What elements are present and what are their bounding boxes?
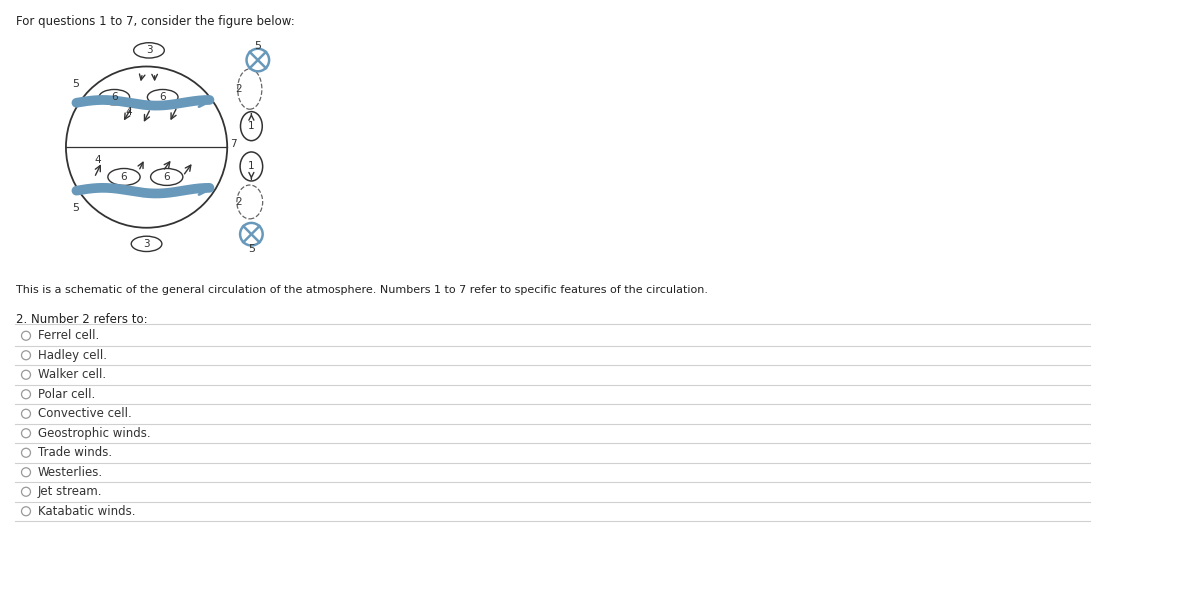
- Text: 2. Number 2 refers to:: 2. Number 2 refers to:: [16, 313, 148, 326]
- Text: Ferrel cell.: Ferrel cell.: [38, 329, 100, 342]
- Text: 2: 2: [235, 197, 241, 207]
- Text: Westerlies.: Westerlies.: [38, 466, 103, 479]
- Text: 5: 5: [72, 79, 79, 89]
- Text: 5: 5: [254, 40, 262, 50]
- Text: This is a schematic of the general circulation of the atmosphere. Numbers 1 to 7: This is a schematic of the general circu…: [16, 285, 708, 295]
- Text: 6: 6: [160, 92, 166, 102]
- Text: 6: 6: [121, 172, 127, 182]
- Text: 5: 5: [248, 244, 254, 254]
- Text: 4: 4: [126, 107, 132, 116]
- Text: 3: 3: [143, 239, 150, 249]
- Text: 6: 6: [112, 92, 118, 102]
- Text: Walker cell.: Walker cell.: [38, 368, 106, 381]
- Text: 6: 6: [163, 172, 170, 182]
- Text: For questions 1 to 7, consider the figure below:: For questions 1 to 7, consider the figur…: [16, 15, 294, 28]
- Text: Hadley cell.: Hadley cell.: [38, 349, 107, 362]
- Text: Geostrophic winds.: Geostrophic winds.: [38, 427, 151, 440]
- Text: 2: 2: [235, 84, 241, 94]
- Text: Katabatic winds.: Katabatic winds.: [38, 504, 136, 518]
- Text: Trade winds.: Trade winds.: [38, 446, 112, 459]
- Text: 4: 4: [95, 155, 102, 165]
- Text: 1: 1: [248, 161, 254, 172]
- Text: 3: 3: [145, 45, 152, 55]
- Text: 7: 7: [230, 139, 236, 149]
- Text: Jet stream.: Jet stream.: [38, 485, 102, 498]
- Text: Polar cell.: Polar cell.: [38, 388, 95, 401]
- Text: 1: 1: [248, 121, 254, 131]
- Text: Convective cell.: Convective cell.: [38, 407, 132, 421]
- Text: 5: 5: [72, 204, 79, 213]
